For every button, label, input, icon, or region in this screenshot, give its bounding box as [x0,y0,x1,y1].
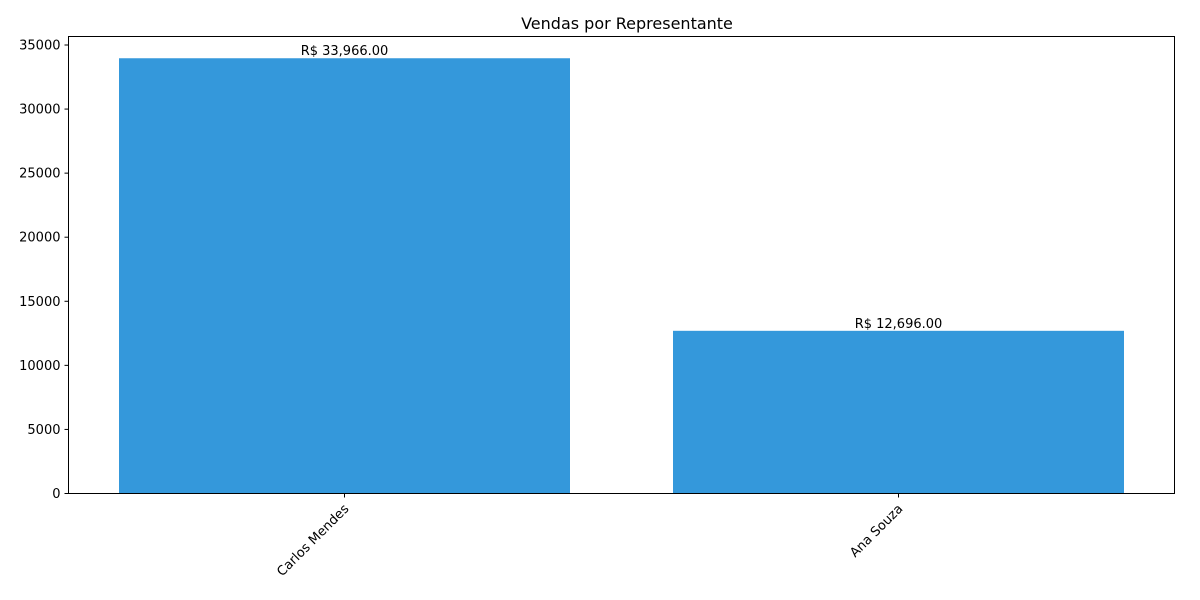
x-tick-label: Ana Souza [847,502,906,561]
data-label: R$ 33,966.00 [301,44,389,59]
bars-group [119,58,1124,494]
data-labels-group: R$ 33,966.00 R$ 12,696.00 [301,44,943,332]
y-tick-label: 15000 [19,295,60,310]
y-tick-label: 35000 [19,38,60,53]
y-tick-label: 10000 [19,359,60,374]
x-axis: Carlos Mendes Ana Souza [274,493,906,580]
y-tick-label: 20000 [19,231,60,246]
y-tick-label: 0 [52,487,60,502]
bar-ana-souza [673,330,1124,494]
x-tick-label: Carlos Mendes [274,502,352,580]
plot-frame [68,36,1175,494]
y-tick-label: 30000 [19,103,60,118]
y-tick-label: 5000 [27,423,60,438]
y-tick-label: 25000 [19,167,60,182]
data-label: R$ 12,696.00 [855,317,943,332]
y-axis: 0 5000 10000 15000 20000 25000 30000 35000 [19,38,69,502]
chart-title: Vendas por Representante [521,14,733,33]
bar-carlos-mendes [119,58,570,494]
